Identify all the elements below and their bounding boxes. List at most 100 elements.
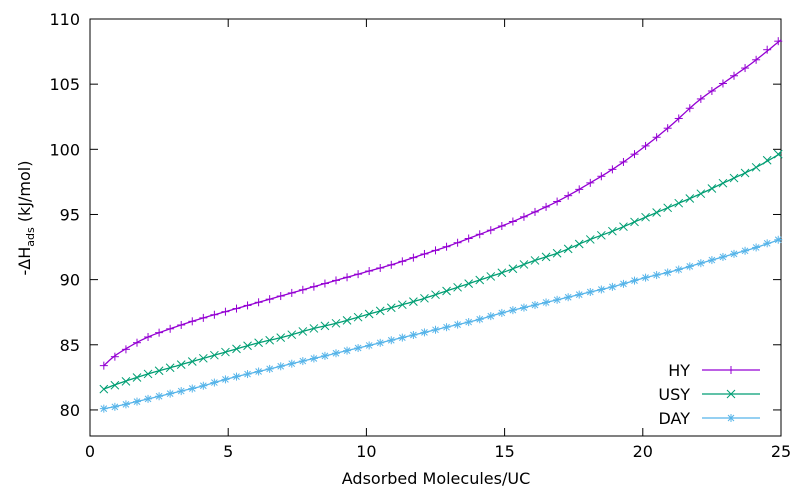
data-point [331,349,340,358]
data-point [365,341,374,350]
data-point [663,268,672,277]
data-point [265,295,274,304]
data-point [376,263,385,272]
data-point [232,344,241,354]
data-point [364,309,374,319]
data-point [342,316,352,325]
data-point [475,275,485,285]
y-tick-label: 90 [60,271,80,290]
data-point [177,387,186,396]
data-point [232,372,241,381]
data-point [707,256,716,265]
plot-frame [89,18,782,437]
data-point [752,243,761,252]
data-point [696,189,706,199]
data-point [531,207,540,216]
data-point [99,384,109,394]
data-point [773,149,783,159]
data-point [320,321,330,331]
y-tick-label: 100 [49,140,80,159]
data-point [641,212,650,222]
data-point [718,79,727,88]
data-point [553,197,562,206]
data-point [685,104,694,113]
data-point [287,288,296,297]
data-point [696,259,705,268]
data-point [375,306,385,316]
data-point [663,203,673,213]
data-point [464,279,474,289]
data-point [99,361,108,370]
y-axis-title-subscript: ads [24,227,37,247]
legend-label-hy: HY [668,361,690,380]
data-point [718,252,727,261]
data-point [762,155,772,165]
data-point [740,168,750,178]
data-point [265,364,274,373]
data-point [519,212,528,221]
data-point [210,350,219,360]
data-point [431,246,440,255]
data-point [276,362,285,371]
data-point [254,367,263,376]
data-point [99,404,108,413]
data-point [420,293,429,303]
data-point [453,282,462,292]
data-point [641,141,650,150]
data-point [564,293,573,302]
data-point [630,150,639,159]
data-point [409,253,418,262]
data-point [420,328,429,337]
data-point [674,198,684,208]
data-point [575,290,584,299]
data-point [243,370,252,379]
legend: HY USY DAY [658,361,760,428]
data-point [387,260,396,269]
data-point [486,226,495,235]
data-point [121,345,130,354]
legend-marker-day [727,414,735,422]
data-point [409,297,418,306]
data-point [542,298,551,307]
data-point [464,234,473,243]
data-point [121,400,130,409]
legend-marker-hy [727,366,735,374]
data-point [420,249,429,258]
data-point [586,178,595,187]
data-point [685,194,695,203]
data-point [155,328,164,337]
series-usy [99,149,783,394]
data-point [132,338,141,347]
legend-marker-usy [726,389,736,399]
data-point [752,55,761,64]
data-point [619,279,628,288]
data-point [143,369,153,379]
y-tick-label: 95 [60,205,80,224]
data-point [176,360,186,369]
data-point [155,392,164,401]
data-point [276,333,286,343]
data-point [530,256,540,265]
data-point [553,295,562,304]
data-point [663,124,672,133]
data-point [564,191,573,200]
data-point [166,389,175,398]
axes: 0 5 10 15 20 25 80 85 90 95 100 105 110 [49,10,791,461]
x-tick-label: 15 [494,442,514,461]
data-point [331,318,341,328]
data-point [431,290,440,300]
y-axis-title-suffix: (kJ/mol) [15,161,34,228]
data-point [298,327,308,336]
data-point [254,338,263,348]
data-point [486,312,495,321]
data-point [110,402,119,411]
data-point [674,114,683,123]
data-point [431,325,440,334]
data-point [121,377,131,386]
data-point [552,248,562,258]
data-point [685,262,694,271]
series-layer [99,37,783,413]
data-point [652,133,661,142]
data-point [596,230,606,240]
